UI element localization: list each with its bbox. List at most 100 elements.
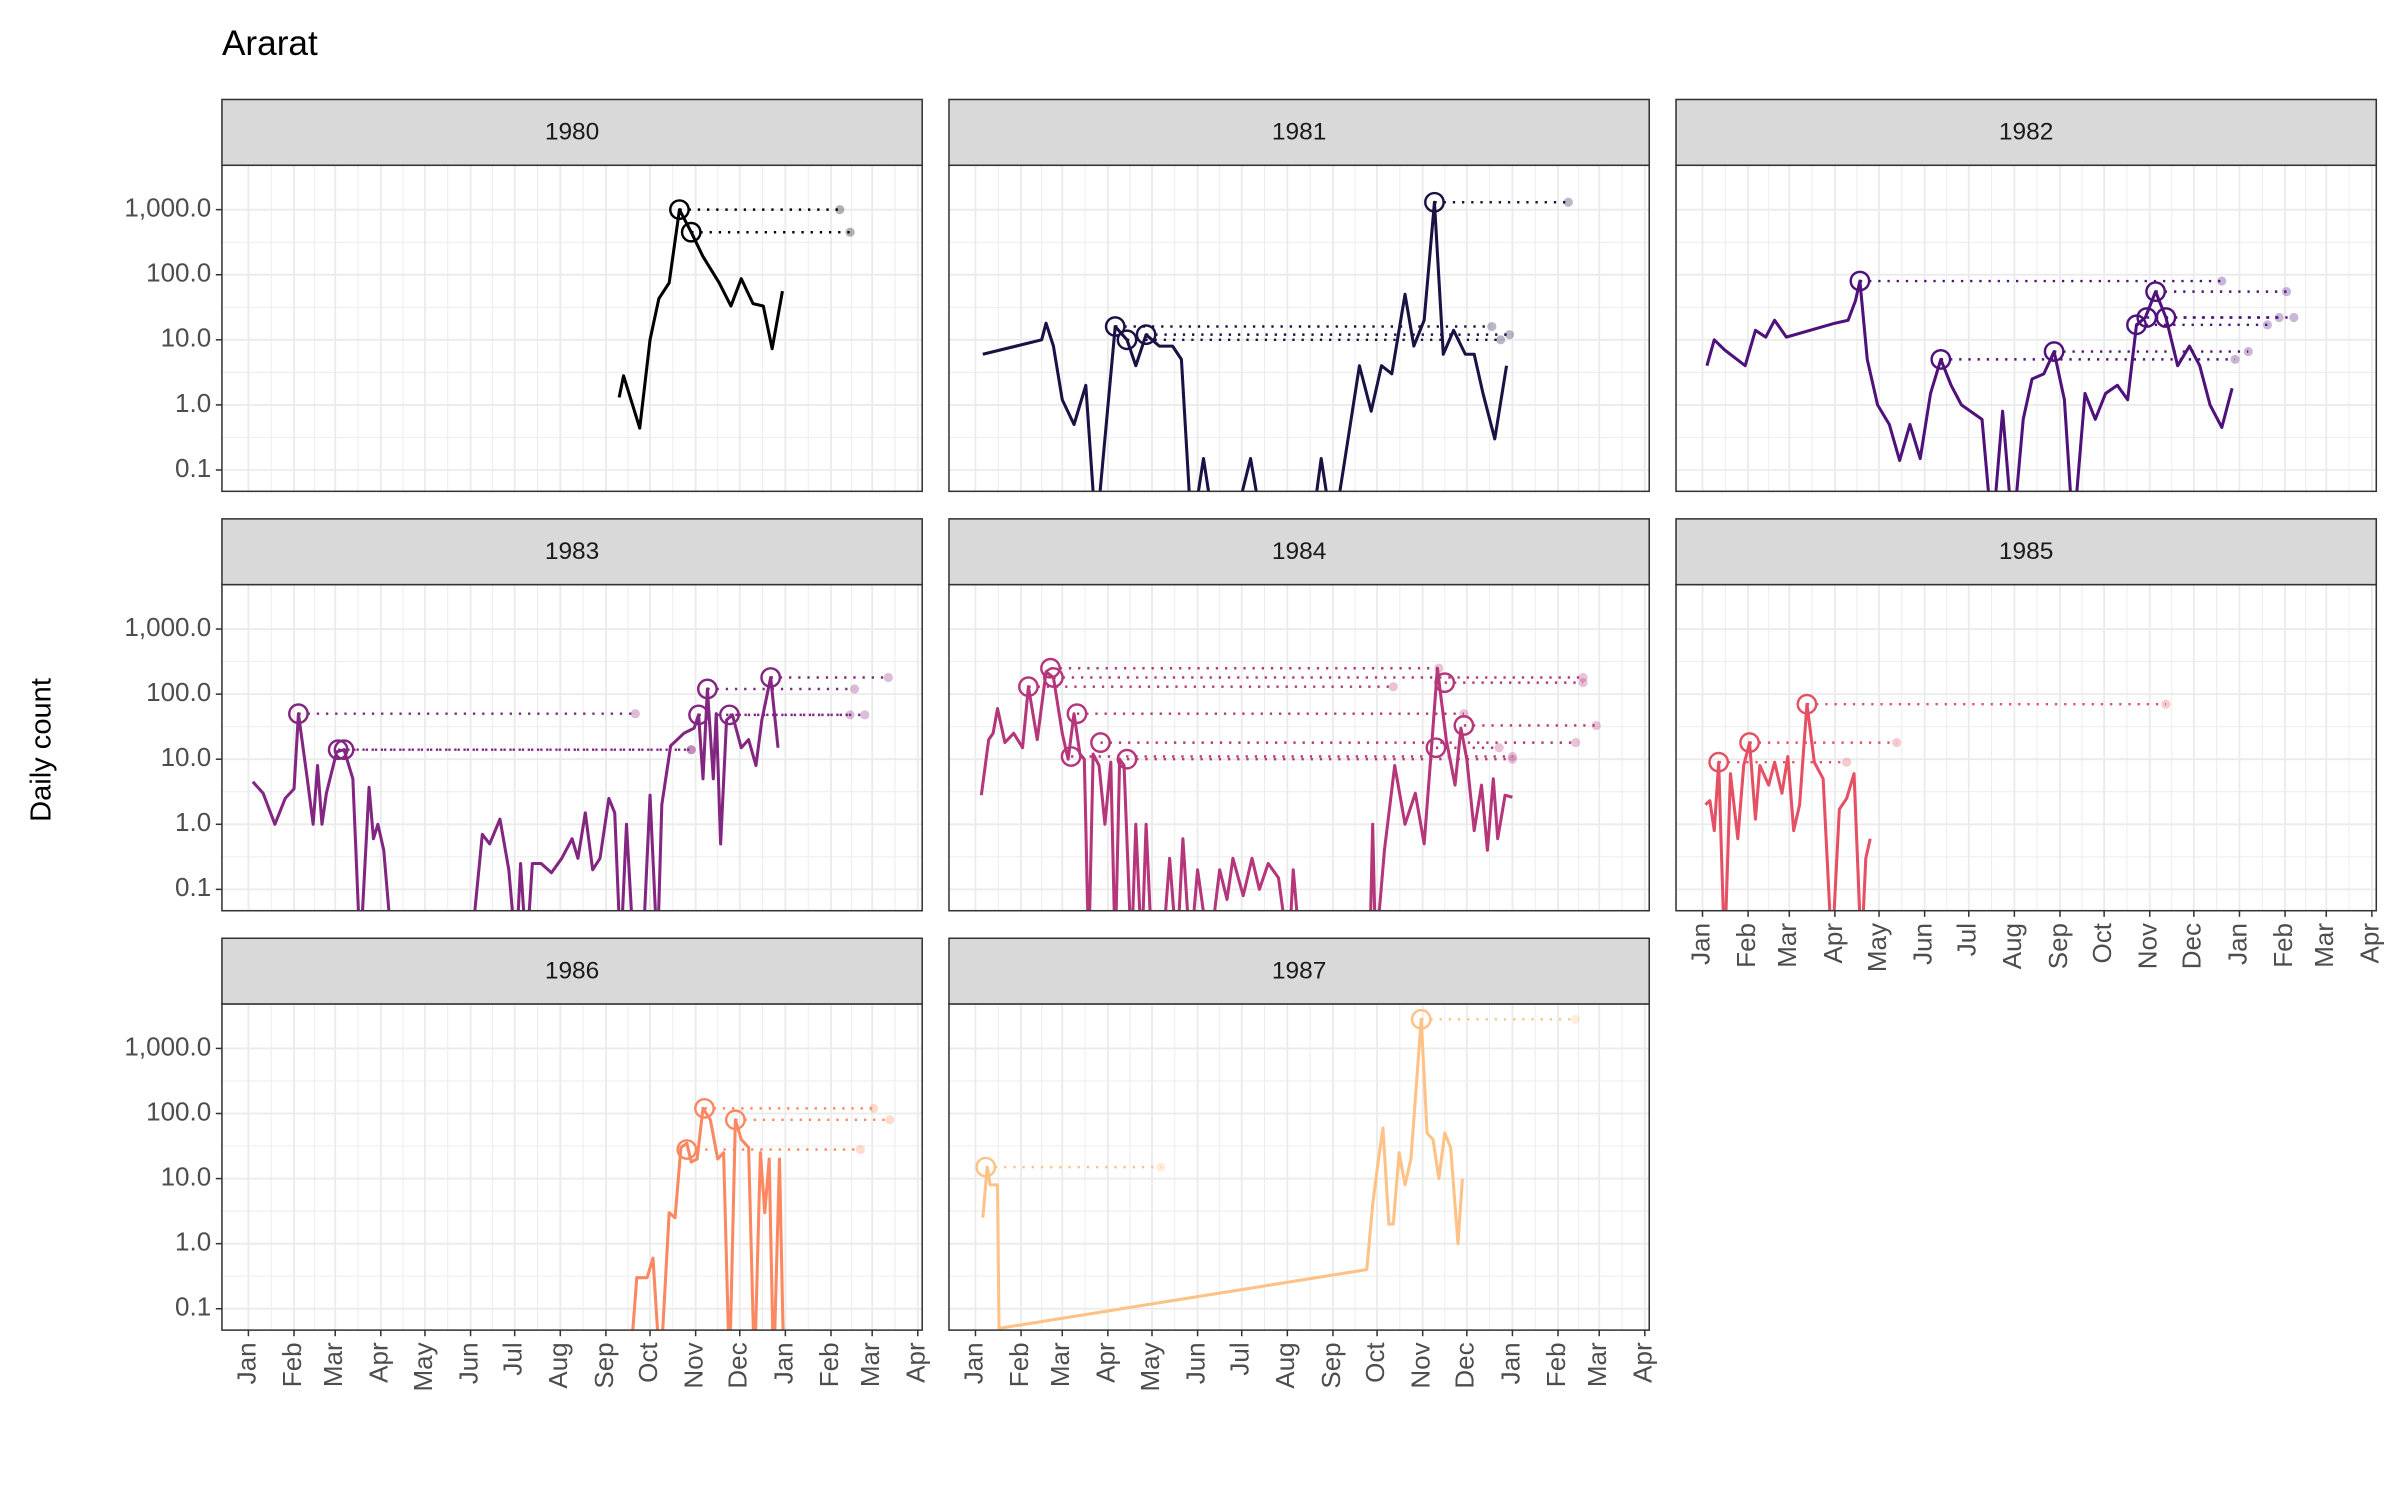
- x-tick-label: Oct: [633, 1342, 663, 1383]
- x-tick-label: Jan: [1685, 923, 1715, 965]
- peak-marker: [1060, 746, 1082, 767]
- strip: [1675, 98, 2378, 167]
- x-tick-label: Aug: [1270, 1342, 1300, 1388]
- panel-border: [1675, 583, 2378, 912]
- strip-label: 1981: [1272, 119, 1326, 146]
- series-line: [631, 1106, 785, 1331]
- panel-grid: [221, 1004, 923, 1331]
- series-line: [1704, 702, 1872, 911]
- x-tick-label: Apr: [1818, 923, 1848, 964]
- panel-background: [221, 165, 923, 492]
- y-tick-label: 0.1: [175, 1292, 211, 1322]
- peak-marker: [288, 703, 309, 725]
- strip: [221, 518, 923, 586]
- peak-end-dot: [686, 745, 696, 755]
- peak-end-dot: [1591, 720, 1601, 731]
- strip: [948, 518, 1650, 586]
- panel-background: [221, 584, 923, 911]
- peak-marker: [1739, 732, 1760, 753]
- peak-end-dot: [1487, 321, 1497, 332]
- peak-marker: [333, 739, 355, 761]
- peak-end-dot: [2262, 320, 2273, 330]
- y-tick-label: 100.0: [146, 1096, 211, 1126]
- strip-label: 1980: [545, 119, 599, 146]
- peak-end-dot: [1842, 757, 1852, 767]
- strip-label: 1986: [545, 957, 599, 984]
- panel-grid: [948, 584, 1650, 911]
- x-tick-label: Feb: [1541, 1342, 1571, 1387]
- x-tick-label: Sep: [589, 1342, 619, 1388]
- peak-end-dot: [1578, 678, 1588, 688]
- panel-border: [948, 164, 1650, 493]
- panel-border: [221, 1003, 923, 1331]
- peak-end-dot: [1156, 1162, 1166, 1172]
- peak-marker: [676, 1139, 698, 1160]
- peak-end-dot: [2281, 287, 2292, 297]
- x-tick-label: Mar: [2309, 923, 2339, 968]
- x-tick-label: Jan: [958, 1342, 988, 1384]
- x-tick-label: Jun: [1908, 923, 1938, 965]
- strip: [948, 937, 1650, 1005]
- x-tick-label: Mar: [1772, 923, 1802, 968]
- strip: [948, 98, 1650, 167]
- peak-end-dot: [1563, 197, 1573, 207]
- x-tick-label: Jan: [1495, 1342, 1525, 1384]
- x-tick-label: Feb: [1004, 1342, 1034, 1387]
- peak-marker: [2155, 307, 2177, 328]
- y-tick-label: 100.0: [146, 258, 211, 288]
- peak-end-dot: [1892, 737, 1902, 748]
- x-tick-label: Nov: [1406, 1342, 1436, 1388]
- x-tick-label: Jun: [453, 1342, 483, 1384]
- peak-marker: [1708, 751, 1730, 773]
- strip-label: 1984: [1272, 538, 1326, 565]
- y-tick-label: 10.0: [161, 323, 212, 353]
- peak-end-dot: [2217, 276, 2227, 286]
- panel-border: [1675, 164, 2378, 493]
- peak-marker: [2126, 314, 2147, 336]
- x-tick-label: Feb: [1731, 923, 1761, 968]
- peak-end-dot: [630, 709, 640, 719]
- panel-data: [1705, 270, 2299, 492]
- peak-marker: [1410, 1008, 1432, 1030]
- peak-end-dot: [855, 1144, 865, 1155]
- strip-label: 1987: [1272, 957, 1326, 984]
- y-tick-label: 100.0: [146, 677, 211, 707]
- peak-end-dot: [2161, 699, 2171, 709]
- x-tick-label: Nov: [679, 1342, 709, 1388]
- x-tick-label: May: [1135, 1342, 1165, 1391]
- peak-end-dot: [2289, 312, 2299, 323]
- panel-grid: [1676, 584, 2377, 911]
- peak-marker: [1066, 703, 1088, 725]
- panel-background: [1676, 584, 2377, 911]
- peak-marker: [1135, 324, 1157, 346]
- y-axis-label: Daily count: [26, 678, 58, 822]
- x-tick-label: Mar: [1582, 1342, 1612, 1387]
- strip: [1675, 518, 2378, 586]
- y-tick-label: 1,000.0: [124, 612, 211, 642]
- y-tick-label: 1,000.0: [124, 1031, 211, 1061]
- peak-marker: [1018, 676, 1039, 698]
- peak-marker: [724, 1109, 746, 1131]
- x-tick-label: Mar: [1045, 1342, 1075, 1387]
- peak-end-dot: [885, 1115, 895, 1125]
- strip-label: 1982: [1999, 119, 2053, 146]
- panel-background: [948, 165, 1650, 492]
- x-tick-label: Jul: [1952, 923, 1982, 956]
- peak-end-dot: [1507, 754, 1518, 764]
- peak-end-dot: [1494, 743, 1504, 753]
- y-tick-label: 1.0: [175, 1227, 211, 1257]
- chart-title: Ararat: [222, 24, 318, 63]
- x-tick-label: Feb: [814, 1342, 844, 1387]
- peak-end-dot: [1388, 682, 1398, 692]
- x-tick-label: Apr: [364, 1342, 394, 1383]
- series-line: [617, 208, 784, 430]
- x-tick-label: Jan: [768, 1342, 798, 1384]
- peak-marker: [2043, 341, 2065, 362]
- x-tick-label: Aug: [1997, 923, 2027, 969]
- peak-marker: [669, 199, 690, 221]
- peak-end-dot: [849, 684, 860, 694]
- peak-end-dot: [1504, 330, 1515, 340]
- peak-end-dot: [835, 205, 845, 215]
- peak-marker: [2145, 281, 2167, 303]
